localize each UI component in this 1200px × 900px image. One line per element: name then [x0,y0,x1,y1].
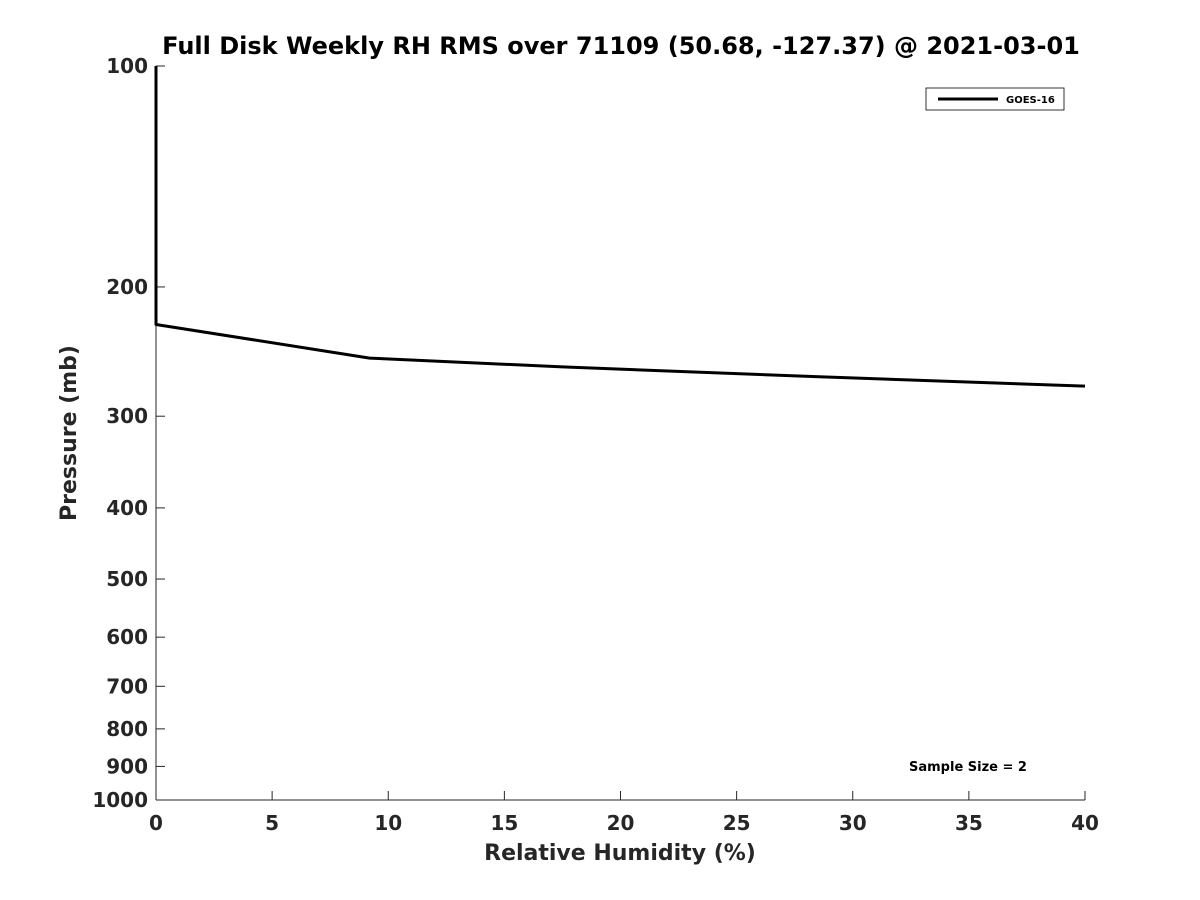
x-axis-label: Relative Humidity (%) [484,841,756,866]
sample-size-annotation: Sample Size = 2 [909,760,1027,775]
x-tick-label: 20 [607,811,635,835]
y-tick-label: 900 [106,754,148,778]
x-tick-label: 25 [723,811,751,835]
x-tick-label: 10 [374,811,402,835]
y-tick-label: 500 [106,567,148,591]
y-tick-label: 100 [106,54,148,78]
y-tick-label: 400 [106,496,148,520]
y-tick-label: 800 [106,717,148,741]
x-tick-label: 15 [490,811,518,835]
y-tick-label: 700 [106,674,148,698]
legend: GOES-16 [925,87,1065,111]
x-tick-label: 0 [149,811,163,835]
y-axis-ticks: 100 200 300 400 500 600 700 800 900 1000 [92,54,165,812]
y-tick-label: 600 [106,625,148,649]
y-axis-label: Pressure (mb) [57,345,82,521]
x-tick-label: 35 [955,811,983,835]
y-tick-label: 300 [106,404,148,428]
series-layer [154,66,1086,388]
x-axis-ticks: 0 5 10 15 20 25 30 35 40 [149,791,1099,835]
legend-label-goes-16: GOES-16 [1006,95,1055,106]
series-line-1 [154,66,1086,388]
x-tick-label: 40 [1071,811,1099,835]
y-tick-label: 1000 [92,788,148,812]
y-tick-label: 200 [106,275,148,299]
chart-title: Full Disk Weekly RH RMS over 71109 (50.6… [162,32,1080,60]
x-tick-label: 5 [265,811,279,835]
x-tick-label: 30 [839,811,867,835]
